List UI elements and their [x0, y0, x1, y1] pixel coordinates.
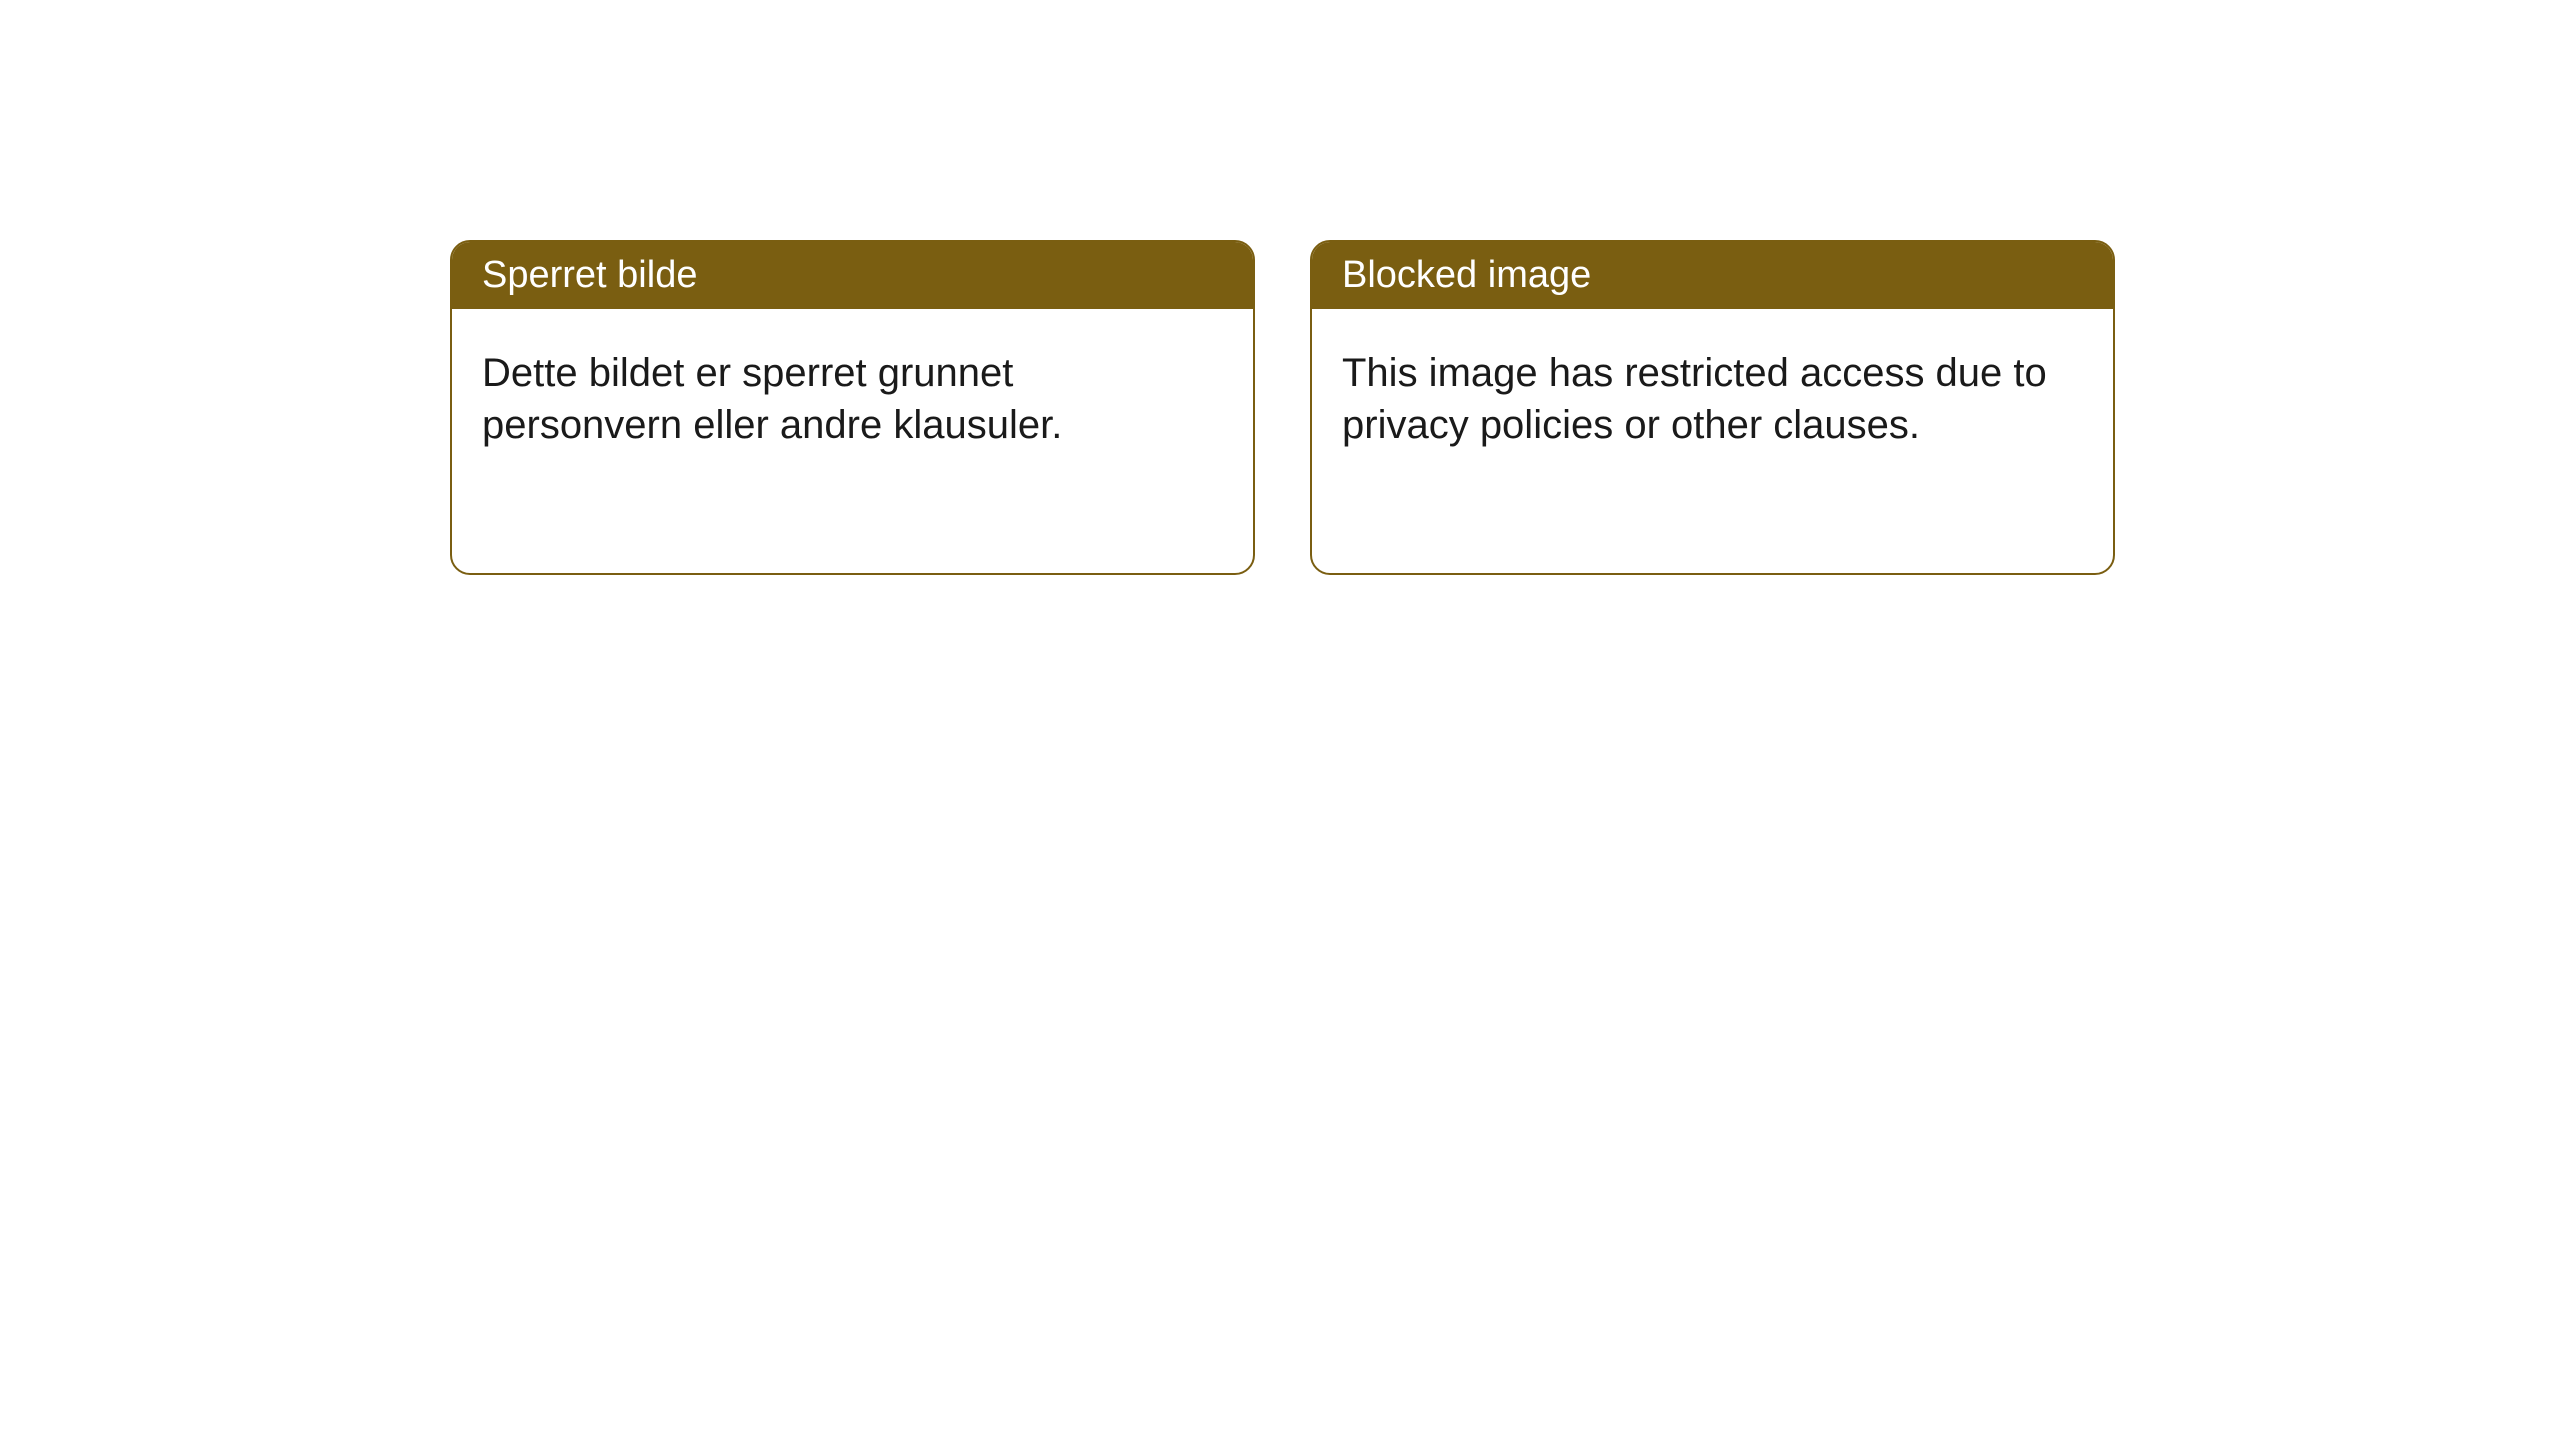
card-message: Dette bildet er sperret grunnet personve… [482, 351, 1062, 447]
card-title: Sperret bilde [482, 254, 697, 296]
notice-container: Sperret bilde Dette bildet er sperret gr… [0, 0, 2560, 575]
card-message: This image has restricted access due to … [1342, 351, 2047, 447]
notice-card-english: Blocked image This image has restricted … [1310, 240, 2115, 575]
card-title: Blocked image [1342, 254, 1591, 296]
notice-card-norwegian: Sperret bilde Dette bildet er sperret gr… [450, 240, 1255, 575]
card-body-english: This image has restricted access due to … [1312, 309, 2113, 489]
card-header-english: Blocked image [1312, 242, 2113, 309]
card-body-norwegian: Dette bildet er sperret grunnet personve… [452, 309, 1253, 489]
card-header-norwegian: Sperret bilde [452, 242, 1253, 309]
